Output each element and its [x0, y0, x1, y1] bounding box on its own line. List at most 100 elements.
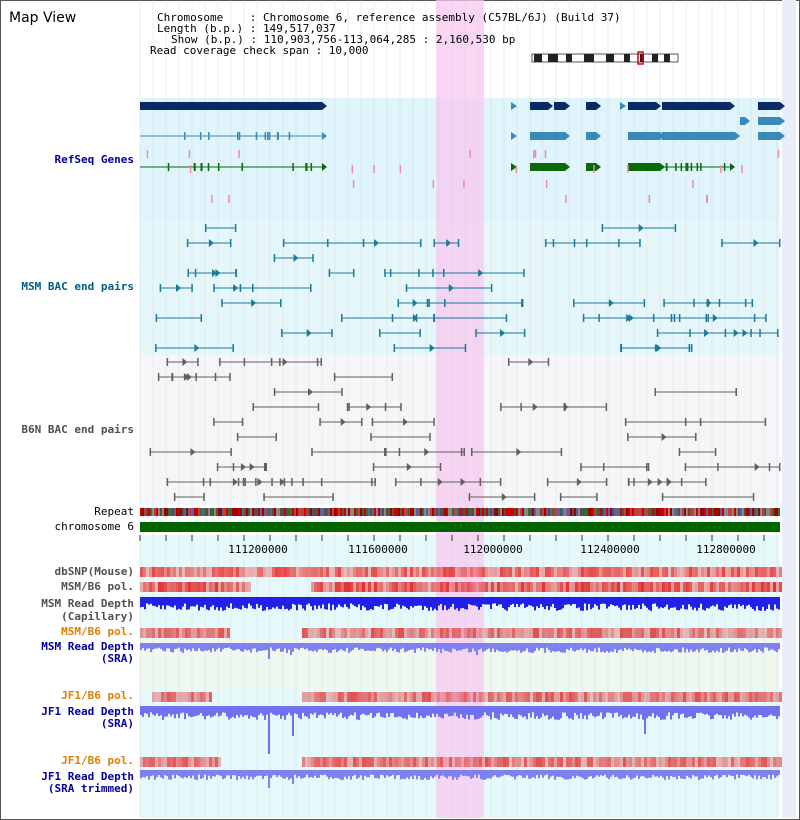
track-label-refseq[interactable]: RefSeq Genes [54, 153, 134, 166]
depth-bar [764, 770, 766, 778]
depth-bar [380, 643, 382, 649]
repeat-mark [680, 508, 682, 516]
depth-bar [682, 706, 684, 714]
depth-bar [636, 643, 638, 650]
heat-cell [437, 582, 440, 592]
bac-end [752, 493, 755, 501]
depth-bar [332, 597, 334, 605]
track-label-msm-b6-pol-2[interactable]: MSM/B6 pol. [61, 625, 134, 638]
repeat-mark [754, 508, 756, 516]
depth-bar [610, 770, 612, 777]
heat-cell [536, 582, 539, 592]
depth-bar [764, 643, 766, 648]
heat-cell [197, 567, 200, 577]
heat-cell [644, 567, 647, 577]
depth-bar [646, 706, 648, 719]
repeat-mark [598, 508, 600, 516]
heat-cell [434, 692, 437, 702]
repeat-mark [456, 508, 458, 516]
heat-cell [317, 692, 320, 702]
repeat-mark [500, 508, 502, 516]
heat-cell [560, 582, 563, 592]
bac-end [439, 463, 442, 471]
depth-bar [370, 597, 372, 609]
heat-cell [746, 567, 749, 577]
heat-cell [416, 582, 419, 592]
depth-bar [472, 597, 474, 606]
snp-tick [565, 195, 567, 203]
repeat-mark [238, 508, 240, 516]
repeat-mark [166, 508, 168, 516]
heat-cell [161, 628, 164, 638]
bac-arrow [402, 418, 408, 426]
heat-cell [152, 567, 155, 577]
depth-bar [284, 597, 286, 610]
repeat-mark [504, 508, 506, 516]
depth-bar [618, 597, 620, 608]
track-label-dbsnp[interactable]: dbSNP(Mouse) [54, 565, 134, 578]
depth-bar [384, 706, 386, 718]
heat-cell [575, 757, 578, 767]
track-label-msm-depth-cap[interactable]: MSM Read Depth [41, 597, 134, 610]
depth-bar [548, 706, 550, 720]
depth-bar [418, 770, 420, 776]
heat-cell [764, 757, 767, 767]
heat-cell [770, 757, 773, 767]
heat-cell [473, 582, 476, 592]
repeat-mark [712, 508, 714, 516]
depth-bar [656, 706, 658, 716]
depth-bar [632, 770, 634, 779]
repeat-mark [722, 508, 724, 516]
track-label-jf1-depth-trim[interactable]: JF1 Read Depth [41, 770, 134, 783]
depth-bar [650, 770, 652, 778]
repeat-mark [748, 508, 750, 516]
heat-cell [248, 582, 251, 592]
snp-tick [189, 165, 192, 173]
depth-bar [566, 706, 568, 717]
depth-bar [190, 770, 192, 779]
heat-cell [329, 628, 332, 638]
track-label-msm-bac[interactable]: MSM BAC end pairs [21, 280, 134, 293]
heat-cell [428, 628, 431, 638]
heat-cell [494, 692, 497, 702]
heat-cell [188, 582, 191, 592]
depth-bar [668, 770, 670, 780]
track-label-jf1-b6-pol[interactable]: JF1/B6 pol. [61, 689, 134, 702]
depth-bar [314, 706, 316, 713]
repeat-mark [168, 508, 170, 516]
heat-cell [422, 582, 425, 592]
repeat-mark [340, 508, 342, 516]
heat-cell [539, 628, 542, 638]
depth-bar [220, 706, 222, 716]
heat-cell [596, 628, 599, 638]
heat-cell [485, 628, 488, 638]
bac-end [393, 344, 396, 352]
depth-bar [186, 643, 188, 651]
depth-bar [560, 597, 562, 610]
track-label-msm-b6-pol[interactable]: MSM/B6 pol. [61, 580, 134, 593]
depth-bar [656, 770, 658, 777]
heat-cell [434, 628, 437, 638]
heat-cell [689, 757, 692, 767]
heat-cell [740, 692, 743, 702]
track-label-b6n-bac[interactable]: B6N BAC end pairs [21, 423, 134, 436]
depth-bar [384, 597, 386, 604]
repeat-mark [382, 508, 384, 516]
track-label-msm-depth-sra[interactable]: MSM Read Depth [41, 640, 134, 653]
heat-cell [359, 757, 362, 767]
depth-bar [488, 643, 490, 649]
heat-cell [458, 567, 461, 577]
track-label-jf1-b6-pol-2[interactable]: JF1/B6 pol. [61, 754, 134, 767]
bac-end [475, 329, 477, 337]
heat-cell [212, 757, 215, 767]
heat-cell [398, 628, 401, 638]
depth-bar [594, 770, 596, 778]
bac-end [674, 224, 677, 232]
heat-cell [155, 628, 158, 638]
depth-bar [202, 643, 204, 652]
track-label-jf1-depth-sra[interactable]: JF1 Read Depth [41, 705, 134, 718]
repeat-mark [432, 508, 434, 516]
depth-bar [470, 770, 472, 779]
depth-bar [382, 597, 384, 610]
